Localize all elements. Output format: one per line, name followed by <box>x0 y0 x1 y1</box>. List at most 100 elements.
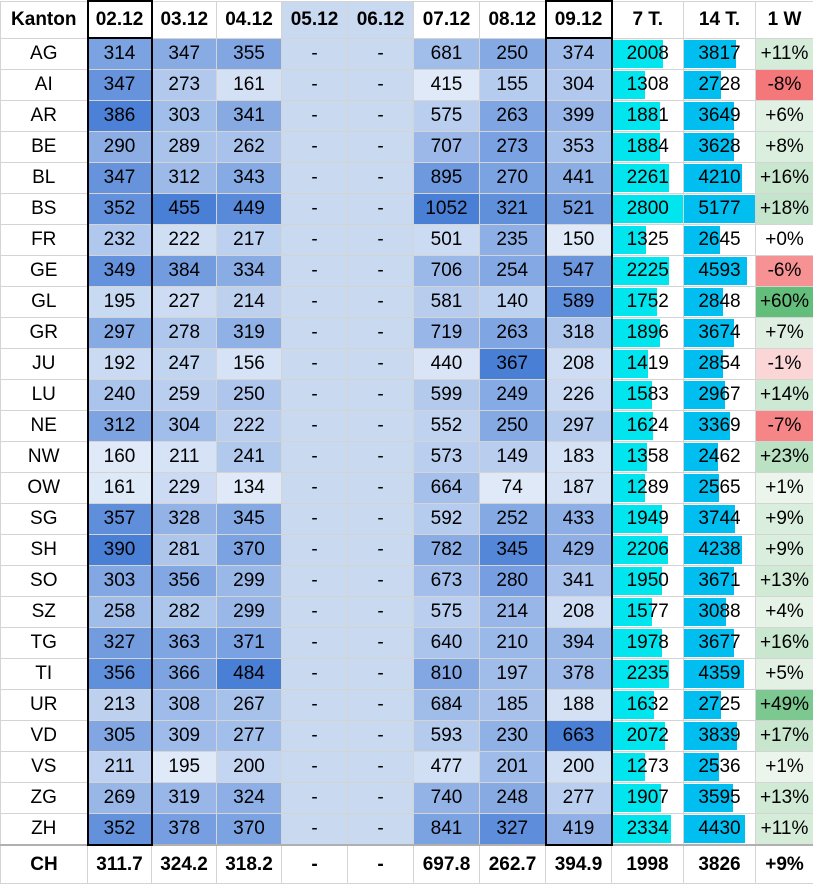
value-cell[interactable]: 303 <box>88 566 152 597</box>
week-change-cell[interactable]: +17% <box>756 721 813 752</box>
value-cell[interactable]: 664 <box>414 473 480 504</box>
value-cell[interactable]: - <box>282 225 348 256</box>
week-change-cell[interactable]: +11% <box>756 814 813 846</box>
value-cell[interactable]: 262 <box>217 132 282 163</box>
column-header-0612[interactable]: 06.12 <box>348 1 414 38</box>
value-cell[interactable]: 222 <box>217 411 282 442</box>
value-cell[interactable]: 356 <box>88 659 152 690</box>
fourteen-day-cell[interactable]: 4359 <box>684 659 756 690</box>
week-change-cell[interactable]: +9% <box>756 535 813 566</box>
value-cell[interactable]: 192 <box>88 349 152 380</box>
fourteen-day-cell[interactable]: 3595 <box>684 783 756 814</box>
kanton-cell[interactable]: TG <box>1 628 88 659</box>
week-change-cell[interactable]: +11% <box>756 38 813 70</box>
value-cell[interactable]: - <box>348 566 414 597</box>
value-cell[interactable]: 309 <box>152 721 217 752</box>
week-change-cell[interactable]: +4% <box>756 597 813 628</box>
value-cell[interactable]: 150 <box>546 225 612 256</box>
kanton-cell[interactable]: GL <box>1 287 88 318</box>
week-change-cell[interactable]: -7% <box>756 411 813 442</box>
kanton-cell[interactable]: AI <box>1 70 88 101</box>
value-cell[interactable]: 134 <box>217 473 282 504</box>
value-cell[interactable]: - <box>282 504 348 535</box>
fourteen-day-cell[interactable]: 4238 <box>684 535 756 566</box>
seven-day-cell[interactable]: 1950 <box>612 566 684 597</box>
value-cell[interactable]: 250 <box>480 411 546 442</box>
fourteen-day-cell[interactable]: 4210 <box>684 163 756 194</box>
value-cell[interactable]: 706 <box>414 256 480 287</box>
fourteen-day-cell[interactable]: 2728 <box>684 70 756 101</box>
value-cell[interactable]: 521 <box>546 194 612 225</box>
value-cell[interactable]: - <box>348 442 414 473</box>
value-cell[interactable]: 341 <box>546 566 612 597</box>
value-cell[interactable]: 232 <box>88 225 152 256</box>
value-cell[interactable]: 589 <box>546 287 612 318</box>
kanton-cell[interactable]: GR <box>1 318 88 349</box>
value-cell[interactable]: - <box>348 70 414 101</box>
value-cell[interactable]: 324 <box>217 783 282 814</box>
fourteen-day-cell[interactable]: 3817 <box>684 38 756 70</box>
value-cell[interactable]: - <box>348 101 414 132</box>
value-cell[interactable]: 304 <box>546 70 612 101</box>
value-cell[interactable]: 155 <box>480 70 546 101</box>
value-cell[interactable]: 366 <box>152 659 217 690</box>
kanton-cell[interactable]: AR <box>1 101 88 132</box>
seven-day-cell[interactable]: 1896 <box>612 318 684 349</box>
value-cell[interactable]: 370 <box>217 814 282 846</box>
value-cell[interactable]: - <box>282 442 348 473</box>
value-cell[interactable]: - <box>282 349 348 380</box>
column-header-0712[interactable]: 07.12 <box>414 1 480 38</box>
value-cell[interactable]: 343 <box>217 163 282 194</box>
kanton-cell[interactable]: VD <box>1 721 88 752</box>
value-cell[interactable]: 308 <box>152 690 217 721</box>
fourteen-day-cell[interactable]: 2645 <box>684 225 756 256</box>
week-change-cell[interactable]: +60% <box>756 287 813 318</box>
value-cell[interactable]: 547 <box>546 256 612 287</box>
value-cell[interactable]: 394 <box>546 628 612 659</box>
seven-day-cell[interactable]: 1273 <box>612 752 684 783</box>
value-cell[interactable]: 895 <box>414 163 480 194</box>
week-change-cell[interactable]: +1% <box>756 752 813 783</box>
value-cell[interactable]: 185 <box>480 690 546 721</box>
seven-day-cell[interactable]: 2334 <box>612 814 684 846</box>
value-cell[interactable]: 230 <box>480 721 546 752</box>
value-cell[interactable]: 195 <box>88 287 152 318</box>
value-cell[interactable]: 719 <box>414 318 480 349</box>
value-cell[interactable]: - <box>348 690 414 721</box>
value-cell[interactable]: 299 <box>217 566 282 597</box>
fourteen-day-cell[interactable]: 2462 <box>684 442 756 473</box>
value-cell[interactable]: 273 <box>480 132 546 163</box>
fourteen-day-cell[interactable]: 3677 <box>684 628 756 659</box>
value-cell[interactable]: 197 <box>480 659 546 690</box>
value-cell[interactable]: 319 <box>152 783 217 814</box>
value-cell[interactable]: 229 <box>152 473 217 504</box>
fourteen-day-cell[interactable]: 3088 <box>684 597 756 628</box>
value-cell[interactable]: 241 <box>217 442 282 473</box>
value-cell[interactable]: - <box>348 349 414 380</box>
fourteen-day-cell[interactable]: 3369 <box>684 411 756 442</box>
value-cell[interactable]: 415 <box>414 70 480 101</box>
seven-day-cell[interactable]: 1978 <box>612 628 684 659</box>
value-cell[interactable]: 371 <box>217 628 282 659</box>
seven-day-cell[interactable]: 2008 <box>612 38 684 70</box>
seven-day-cell[interactable]: 1577 <box>612 597 684 628</box>
value-cell[interactable]: - <box>348 163 414 194</box>
seven-day-cell[interactable]: 2800 <box>612 194 684 225</box>
value-cell[interactable]: 327 <box>480 814 546 846</box>
value-cell[interactable]: 640 <box>414 628 480 659</box>
fourteen-day-cell[interactable]: 3649 <box>684 101 756 132</box>
value-cell[interactable]: 208 <box>546 349 612 380</box>
value-cell[interactable]: - <box>282 783 348 814</box>
value-cell[interactable]: - <box>348 628 414 659</box>
value-cell[interactable]: 195 <box>152 752 217 783</box>
value-cell[interactable]: - <box>282 659 348 690</box>
seven-day-cell[interactable]: 1358 <box>612 442 684 473</box>
fourteen-day-cell[interactable]: 2848 <box>684 287 756 318</box>
kanton-cell[interactable]: SO <box>1 566 88 597</box>
value-cell[interactable]: - <box>282 70 348 101</box>
value-cell[interactable]: - <box>348 225 414 256</box>
kanton-cell[interactable]: SG <box>1 504 88 535</box>
value-cell[interactable]: 263 <box>480 101 546 132</box>
fourteen-day-cell[interactable]: 2725 <box>684 690 756 721</box>
kanton-cell[interactable]: OW <box>1 473 88 504</box>
